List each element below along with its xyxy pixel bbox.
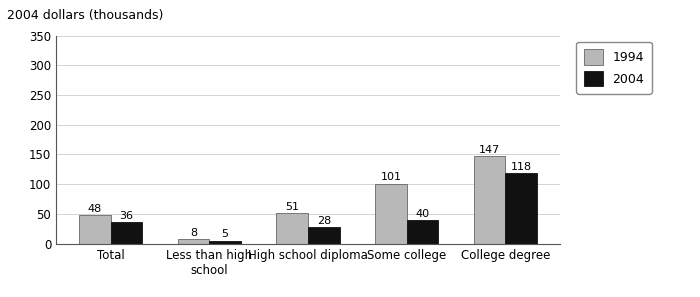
- Bar: [505, 173, 537, 244]
- Bar: [209, 241, 241, 244]
- Text: 28: 28: [316, 216, 331, 226]
- Legend: 1994, 2004: 1994, 2004: [576, 42, 652, 94]
- Text: 2004 dollars (thousands): 2004 dollars (thousands): [7, 9, 163, 22]
- Bar: [178, 239, 209, 244]
- Text: 8: 8: [190, 228, 197, 238]
- Bar: [375, 184, 407, 244]
- Bar: [79, 215, 111, 244]
- Bar: [407, 220, 438, 244]
- Bar: [308, 227, 340, 244]
- Bar: [276, 213, 308, 244]
- Text: 36: 36: [119, 211, 133, 221]
- Text: 5: 5: [222, 229, 229, 239]
- Text: 40: 40: [416, 208, 430, 219]
- Text: 118: 118: [511, 162, 532, 172]
- Bar: [474, 156, 505, 244]
- Bar: [111, 222, 142, 244]
- Text: 51: 51: [285, 202, 299, 212]
- Text: 48: 48: [88, 204, 102, 214]
- Text: 101: 101: [380, 172, 401, 182]
- Text: 147: 147: [479, 145, 500, 155]
